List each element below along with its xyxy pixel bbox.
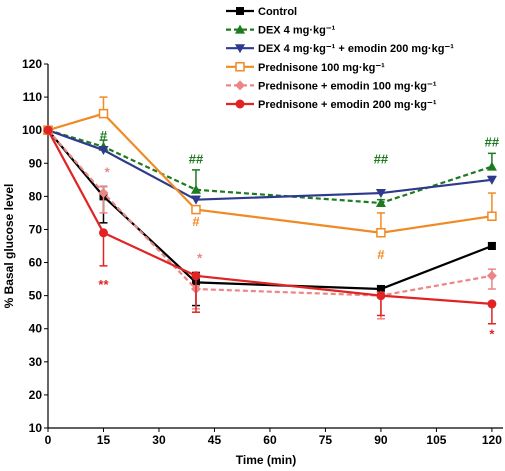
annotation: * bbox=[105, 165, 111, 180]
data-point bbox=[486, 270, 497, 281]
series-5 bbox=[43, 125, 497, 325]
data-point bbox=[191, 271, 201, 281]
y-tick-label: 20 bbox=[29, 388, 43, 402]
legend-swatch-marker bbox=[235, 99, 245, 109]
chart-legend: Control DEX 4 mg·kg⁻¹ DEX 4 mg·kg⁻¹ + emod… bbox=[226, 6, 454, 111]
x-tick-label: 0 bbox=[45, 433, 52, 447]
annotation: # bbox=[192, 214, 200, 229]
x-tick-label: 45 bbox=[208, 433, 222, 447]
data-point bbox=[190, 184, 201, 194]
legend-label: Prednisone 100 mg·kg⁻¹ bbox=[258, 62, 385, 74]
legend-label: Prednisone + emodin 200 mg·kg⁻¹ bbox=[258, 99, 437, 111]
data-point bbox=[98, 108, 109, 119]
legend-item-3: Prednisone 100 mg·kg⁻¹ bbox=[226, 62, 385, 74]
annotation: ** bbox=[98, 277, 109, 292]
annotation: * bbox=[489, 327, 495, 342]
data-point bbox=[376, 291, 386, 301]
data-point bbox=[190, 195, 201, 205]
x-tick-label: 105 bbox=[426, 433, 446, 447]
legend-label: DEX 4 mg·kg⁻¹ + emodin 200 mg·kg⁻¹ bbox=[258, 43, 454, 55]
y-tick-label: 80 bbox=[29, 189, 43, 203]
y-tick-label: 70 bbox=[29, 222, 43, 236]
data-point bbox=[191, 204, 201, 215]
series-1 bbox=[43, 125, 497, 207]
series-layer bbox=[43, 96, 497, 325]
data-point bbox=[376, 285, 385, 294]
x-tick-label: 120 bbox=[482, 433, 502, 447]
y-tick-label: 90 bbox=[29, 156, 43, 170]
legend-label: Control bbox=[258, 6, 297, 18]
x-tick-label: 30 bbox=[152, 433, 166, 447]
data-point bbox=[43, 125, 53, 135]
legend-swatch-marker bbox=[236, 7, 244, 15]
legend-item-1: DEX 4 mg·kg⁻¹ bbox=[226, 25, 336, 37]
legend-swatch-marker bbox=[235, 62, 245, 72]
data-point bbox=[486, 161, 497, 171]
x-axis: 0 15 30 45 60 75 90 105 120 bbox=[45, 427, 503, 447]
x-axis-title: Time (min) bbox=[236, 453, 296, 467]
annotation: # bbox=[100, 128, 108, 143]
legend-swatch-marker bbox=[235, 80, 245, 91]
annotation: # bbox=[377, 247, 385, 262]
data-point bbox=[375, 197, 386, 207]
y-tick-label: 10 bbox=[29, 421, 43, 435]
y-axis-title: % Basal glucose level bbox=[2, 184, 16, 309]
data-point bbox=[98, 228, 108, 238]
data-point bbox=[98, 188, 109, 199]
annotation: ## bbox=[485, 135, 500, 150]
x-tick-label: 60 bbox=[263, 433, 277, 447]
legend-item-5: Prednisone + emodin 200 mg·kg⁻¹ bbox=[226, 99, 437, 111]
legend-label: Prednisone + emodin 100 mg·kg⁻¹ bbox=[258, 80, 437, 92]
legend-label: DEX 4 mg·kg⁻¹ bbox=[258, 25, 336, 37]
y-tick-label: 120 bbox=[22, 57, 42, 71]
y-tick-label: 110 bbox=[23, 90, 43, 104]
x-tick-label: 15 bbox=[97, 433, 111, 447]
x-tick-label: 90 bbox=[374, 433, 388, 447]
legend-item-0: Control bbox=[226, 6, 297, 18]
y-tick-label: 40 bbox=[29, 322, 43, 336]
legend-swatch-marker bbox=[235, 44, 245, 54]
legend-swatch-marker bbox=[235, 24, 245, 34]
data-point bbox=[487, 299, 497, 309]
x-tick-label: 75 bbox=[319, 433, 333, 447]
significance-annotations: #***###*#####* bbox=[98, 128, 499, 342]
series-line bbox=[47, 112, 493, 234]
data-point bbox=[375, 189, 386, 199]
series-line bbox=[47, 129, 493, 201]
y-tick-label: 60 bbox=[29, 256, 43, 270]
y-tick-label: 30 bbox=[29, 355, 43, 369]
y-axis: 10 20 30 40 50 60 70 80 90 100 110 120 bbox=[22, 57, 49, 435]
annotation: ## bbox=[374, 151, 389, 166]
data-point bbox=[487, 242, 496, 250]
y-tick-label: 100 bbox=[22, 123, 42, 137]
data-point bbox=[376, 228, 386, 238]
series-3 bbox=[43, 96, 497, 238]
data-point bbox=[487, 211, 497, 221]
series-0 bbox=[44, 126, 496, 307]
annotation: * bbox=[197, 251, 203, 266]
series-line bbox=[47, 129, 493, 205]
legend-item-4: Prednisone + emodin 100 mg·kg⁻¹ bbox=[226, 80, 437, 92]
series-line bbox=[47, 129, 493, 291]
data-point bbox=[486, 175, 497, 185]
y-tick-label: 50 bbox=[29, 289, 43, 303]
series-2 bbox=[43, 126, 497, 205]
legend-item-2: DEX 4 mg·kg⁻¹ + emodin 200 mg·kg⁻¹ bbox=[226, 43, 454, 55]
annotation: ## bbox=[189, 151, 204, 166]
data-point bbox=[98, 146, 109, 156]
